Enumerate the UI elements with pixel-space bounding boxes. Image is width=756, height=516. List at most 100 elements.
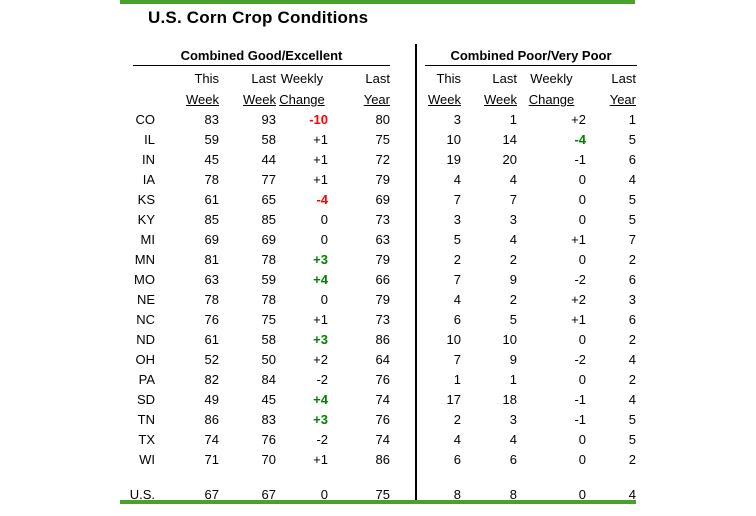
page-title: U.S. Corn Crop Conditions [148, 8, 369, 27]
ge-weekly-change-value: +1 [313, 152, 328, 167]
state-col-header-spacer [113, 89, 155, 110]
ge-last-year-value: 73 [375, 212, 390, 227]
ge-weekly-change-value: +1 [313, 452, 328, 467]
pv-this-week-value: 10 [446, 132, 461, 147]
ge-last-year-value: 74 [375, 432, 390, 447]
ge-last-year-value: 76 [375, 412, 390, 427]
column-gap [390, 410, 418, 430]
ge-last-year-value: 86 [375, 452, 390, 467]
ge-weekly-change-value: 0 [320, 232, 328, 247]
ge-last-week-value: 65 [261, 192, 276, 207]
pv-last-week-value: 5 [509, 312, 517, 327]
pv-last-year-value: 4 [628, 172, 636, 187]
column-gap [390, 130, 418, 150]
ge-this-week-value: 69 [204, 232, 219, 247]
state-label: IA [142, 172, 155, 187]
pv-this-week-value: 19 [446, 152, 461, 167]
pv-last-week-value: 2 [509, 252, 517, 267]
state-label: WI [139, 452, 155, 467]
pv-header-change: Change [528, 92, 575, 107]
column-gap-spacer [390, 89, 418, 110]
ge-last-week-value: 45 [261, 392, 276, 407]
pv-weekly-change-value: 0 [578, 212, 586, 227]
ge-last-week-value: 58 [261, 332, 276, 347]
ge-last-week-value: 84 [261, 372, 276, 387]
ge-last-year-value: 79 [375, 292, 390, 307]
ge-header-weekly: Weekly [280, 71, 324, 86]
pv-this-week-value: 7 [453, 352, 461, 367]
pv-weekly-change-value: 0 [578, 487, 586, 502]
ge-weekly-change-value: +4 [313, 272, 328, 287]
top-accent-rule [120, 0, 635, 4]
ge-header-this-week: Week [186, 92, 219, 107]
ge-last-year-value: 64 [375, 352, 390, 367]
pv-last-year-value: 6 [628, 272, 636, 287]
state-label: KY [137, 212, 155, 227]
ge-weekly-change-value: -2 [316, 432, 328, 447]
state-label: SD [136, 392, 155, 407]
pv-this-week-value: 7 [453, 192, 461, 207]
pv-weekly-change-value: 0 [578, 372, 586, 387]
pv-last-year-value: 4 [628, 487, 636, 502]
ge-last-year-value: 75 [375, 487, 390, 502]
ge-this-week-value: 63 [204, 272, 219, 287]
section-title-poor-very-poor: Combined Poor/Very Poor [425, 46, 637, 66]
ge-this-week-value: 78 [204, 172, 219, 187]
ge-last-week-value: 44 [261, 152, 276, 167]
state-label: MI [140, 232, 155, 247]
pv-weekly-change-value: +1 [571, 232, 586, 247]
conditions-table: This Last Weekly Last This Last Weekly L… [113, 68, 636, 505]
ge-last-year-value: 63 [375, 232, 390, 247]
ge-last-year-value: 75 [375, 132, 390, 147]
ge-weekly-change-value: -2 [316, 372, 328, 387]
ge-last-year-value: 76 [375, 372, 390, 387]
ge-last-week-value: 78 [261, 292, 276, 307]
pv-last-year-value: 1 [628, 112, 636, 127]
ge-last-week-value: 69 [261, 232, 276, 247]
pv-this-week-value: 8 [453, 487, 461, 502]
pv-header-lastyear: Last [611, 71, 636, 86]
pv-last-week-value: 1 [509, 112, 517, 127]
ge-last-week-value: 67 [261, 487, 276, 502]
ge-last-week-value: 85 [261, 212, 276, 227]
ge-last-week-value: 50 [261, 352, 276, 367]
column-gap [390, 350, 418, 370]
pv-last-year-value: 2 [628, 252, 636, 267]
ge-header-lastyear: Last [365, 71, 390, 86]
pv-header-this: This [436, 71, 461, 86]
state-label: NC [136, 312, 155, 327]
state-label: CO [135, 112, 156, 127]
pv-last-week-value: 8 [509, 487, 517, 502]
state-label: MO [134, 272, 155, 287]
state-label: OH [135, 352, 156, 367]
ge-last-week-value: 58 [261, 132, 276, 147]
ge-this-week-value: 74 [204, 432, 219, 447]
pv-this-week-value: 6 [453, 312, 461, 327]
ge-this-week-value: 81 [204, 252, 219, 267]
pv-header-last-week: Week [484, 92, 517, 107]
pv-last-year-value: 5 [628, 132, 636, 147]
pv-this-week-value: 2 [453, 412, 461, 427]
pv-last-year-value: 2 [628, 332, 636, 347]
ge-last-year-value: 79 [375, 172, 390, 187]
ge-this-week-value: 67 [204, 487, 219, 502]
pv-weekly-change-value: +1 [571, 312, 586, 327]
column-gap [390, 110, 418, 130]
pv-this-week-value: 7 [453, 272, 461, 287]
ge-weekly-change-value: +1 [313, 172, 328, 187]
pv-last-year-value: 7 [628, 232, 636, 247]
ge-this-week-value: 52 [204, 352, 219, 367]
pv-weekly-change-value: -4 [574, 132, 586, 147]
ge-this-week-value: 61 [204, 192, 219, 207]
pv-this-week-value: 3 [453, 212, 461, 227]
section-divider-line [415, 44, 417, 502]
pv-last-week-value: 4 [509, 432, 517, 447]
column-gap [390, 190, 418, 210]
state-label: TN [137, 412, 155, 427]
pv-last-week-value: 1 [509, 372, 517, 387]
pv-last-week-value: 14 [502, 132, 517, 147]
pv-last-week-value: 4 [509, 232, 517, 247]
ge-weekly-change-value: -4 [316, 192, 328, 207]
ge-this-week-value: 85 [204, 212, 219, 227]
pv-this-week-value: 1 [453, 372, 461, 387]
